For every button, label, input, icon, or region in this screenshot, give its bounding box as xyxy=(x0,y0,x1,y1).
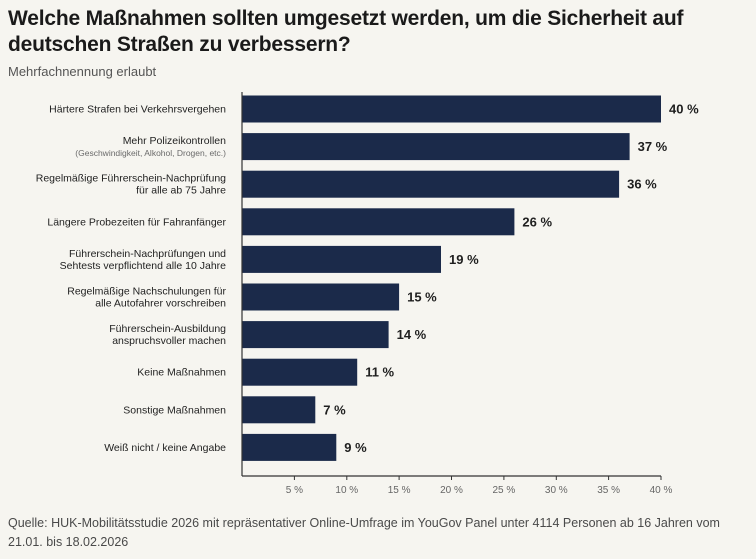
chart-subtitle: Mehrfachnennung erlaubt xyxy=(8,64,157,79)
category-label: anspruchsvoller machen xyxy=(112,335,226,347)
bar xyxy=(242,283,400,311)
source-note: Quelle: HUK-Mobilitätsstudie 2026 mit re… xyxy=(8,516,720,549)
bar xyxy=(242,208,515,236)
bar xyxy=(242,321,389,349)
bar xyxy=(242,245,441,273)
category-label: Mehr Polizeikontrollen xyxy=(123,135,226,147)
category-label: alle Autofahrer vorschreiben xyxy=(95,298,226,310)
bar xyxy=(242,433,337,461)
bar xyxy=(242,170,620,198)
value-label: 40 % xyxy=(669,102,699,117)
x-tick-label: 30 % xyxy=(545,485,568,496)
x-tick-label: 35 % xyxy=(597,485,620,496)
x-tick-label: 20 % xyxy=(440,485,463,496)
x-tick-label: 5 % xyxy=(286,485,303,496)
value-label: 15 % xyxy=(407,290,437,305)
category-label: Weiß nicht / keine Angabe xyxy=(104,442,226,454)
x-tick-label: 25 % xyxy=(493,485,516,496)
bar-chart: 40 % Härtere Strafen bei Verkehrsvergehen… xyxy=(36,92,699,496)
value-label: 36 % xyxy=(627,177,657,192)
bar xyxy=(242,95,661,123)
category-label: (Geschwindigkeit, Alkohol, Drogen, etc.) xyxy=(75,148,226,158)
category-label: Regelmäßige Nachschulungen für xyxy=(67,286,226,298)
value-label: 7 % xyxy=(323,402,346,417)
value-label: 11 % xyxy=(365,365,394,380)
category-label: Keine Maßnahmen xyxy=(137,367,226,379)
category-label: Längere Probezeiten für Fahranfänger xyxy=(47,216,226,228)
value-label: 19 % xyxy=(449,252,479,267)
category-label: Härtere Strafen bei Verkehrsvergehen xyxy=(49,104,226,116)
category-label: Sehtests verpflichtend alle 10 Jahre xyxy=(60,260,227,272)
x-tick-label: 10 % xyxy=(335,485,358,496)
value-label: 26 % xyxy=(522,214,552,229)
category-label: Führerschein-Ausbildung xyxy=(109,323,226,335)
bar xyxy=(242,133,630,161)
x-tick-label: 15 % xyxy=(388,485,411,496)
x-tick-label: 40 % xyxy=(650,485,673,496)
category-label: Führerschein-Nachprüfungen und xyxy=(69,248,226,260)
value-label: 9 % xyxy=(344,440,367,455)
value-label: 14 % xyxy=(397,327,427,342)
value-label: 37 % xyxy=(638,139,668,154)
bar xyxy=(242,358,358,386)
bar xyxy=(242,396,316,424)
category-label: für alle ab 75 Jahre xyxy=(136,185,226,197)
category-label: Sonstige Maßnahmen xyxy=(123,404,226,416)
chart-title: Welche Maßnahmen sollten umgesetzt werde… xyxy=(8,7,684,56)
category-label: Regelmäßige Führerschein-Nachprüfung xyxy=(36,173,226,185)
